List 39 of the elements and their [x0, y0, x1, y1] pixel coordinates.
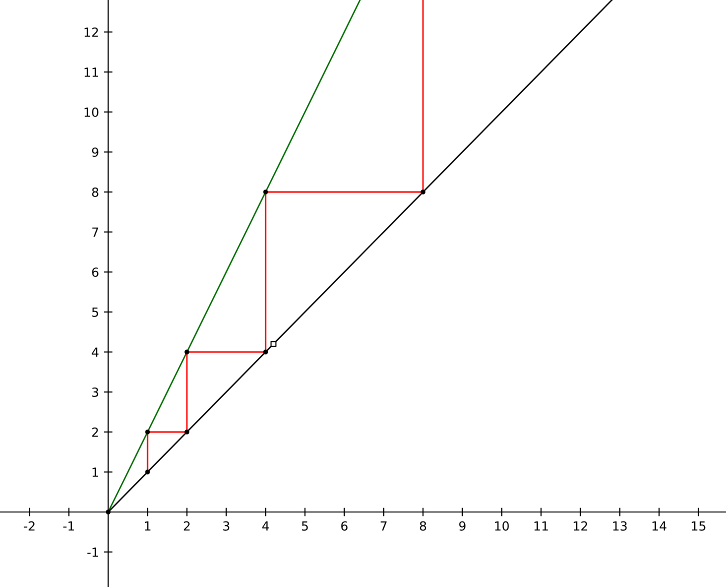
- y-tick-label: 4: [92, 348, 98, 357]
- x-tick-label: 1: [144, 521, 150, 531]
- x-tick-label: 9: [459, 521, 466, 531]
- x-tick-label: 10: [495, 521, 509, 531]
- x-tick-label: -1: [63, 521, 74, 531]
- point: [270, 341, 276, 347]
- y-tick-label: -1: [87, 548, 98, 557]
- point: [106, 510, 111, 514]
- x-tick-label: 2: [184, 521, 190, 531]
- point: [263, 350, 268, 354]
- x-tick-label: 12: [574, 521, 588, 531]
- x-tick-label: 4: [262, 521, 269, 531]
- point: [184, 430, 190, 434]
- x-tick-label: 6: [341, 521, 348, 531]
- y-tick-label: 5: [92, 308, 98, 317]
- y-tick-label: 2: [92, 427, 98, 437]
- y-tick-label: 7: [92, 228, 98, 237]
- point: [420, 190, 426, 194]
- y-tick-label: 12: [84, 27, 98, 37]
- y-tick-label: 1: [92, 468, 98, 477]
- point: [184, 350, 190, 354]
- y-tick-label: 9: [92, 147, 98, 157]
- x-tick-label: 8: [420, 521, 426, 531]
- point: [263, 190, 268, 194]
- x-tick-label: -2: [24, 521, 34, 531]
- y-tick-label: 6: [92, 267, 98, 277]
- y-tick-label: 3: [92, 387, 98, 397]
- x-tick-label: 15: [692, 521, 706, 531]
- y-tick-label: 10: [84, 107, 98, 117]
- x-tick-label: 3: [223, 521, 230, 531]
- x-tick-label: 13: [613, 521, 627, 531]
- y-tick-label: 11: [84, 68, 98, 77]
- x-tick-label: 5: [302, 521, 308, 531]
- point: [145, 470, 150, 474]
- y-tick-label: 8: [92, 187, 98, 197]
- x-tick-label: 14: [652, 521, 666, 531]
- x-tick-label: 7: [380, 521, 387, 531]
- x-tick-label: 11: [534, 521, 548, 531]
- point: [145, 430, 150, 434]
